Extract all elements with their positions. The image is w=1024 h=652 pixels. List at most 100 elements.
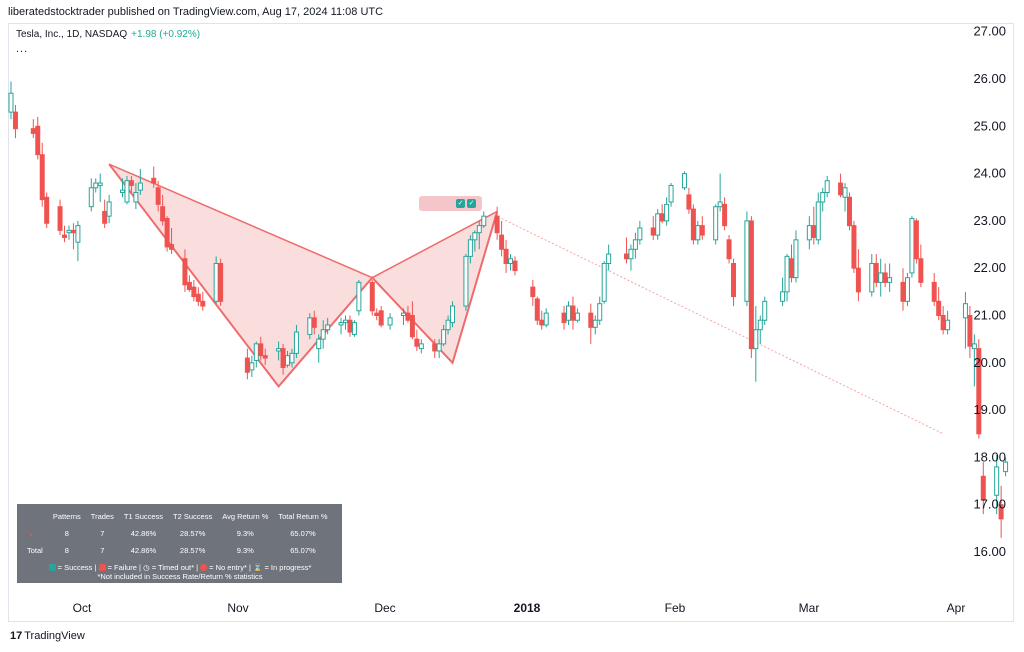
candle (744, 211, 750, 307)
candle-body (512, 260, 518, 272)
candle (481, 211, 487, 228)
candle (668, 183, 674, 207)
candle-body (539, 319, 545, 326)
candle-body (400, 312, 406, 317)
candle-body (668, 184, 674, 203)
candle-body (35, 125, 41, 156)
candle-body (601, 262, 607, 302)
candle-body (213, 262, 219, 302)
candle-body (186, 281, 192, 290)
stats-cell: 65.07% (290, 546, 316, 555)
candle-body (713, 206, 719, 241)
candle (601, 261, 607, 304)
candle (262, 348, 268, 366)
candle-body (744, 220, 750, 302)
candle (499, 220, 505, 257)
y-tick-label: 24.00 (973, 166, 1006, 181)
candle-body (574, 312, 580, 321)
candle (418, 339, 424, 354)
candle-body (967, 315, 973, 347)
candle-body (276, 348, 282, 352)
candle (820, 187, 826, 212)
candle (913, 218, 919, 264)
candle-body (106, 201, 112, 217)
candle-body (971, 343, 977, 350)
hourglass-icon: ⌛ (253, 563, 263, 572)
symbol-legend[interactable]: Tesla, Inc., 1D, NASDAQ +1.98 (+0.92%) (16, 29, 200, 40)
x-tick-label: Oct (73, 601, 92, 615)
candle-body (762, 300, 768, 321)
candle-body (824, 180, 830, 194)
brand-footer[interactable]: 17 TradingView (10, 630, 85, 642)
y-tick-label: 18.00 (973, 449, 1006, 464)
candle-body (191, 286, 197, 298)
candle (570, 296, 576, 330)
candle (904, 272, 910, 307)
candle (869, 254, 875, 297)
candle-body (289, 352, 295, 364)
candle (88, 178, 94, 212)
candle-body (244, 357, 250, 373)
stats-header: Patterns (52, 512, 81, 521)
candle (971, 334, 977, 387)
candle (289, 348, 295, 368)
legend-more-button[interactable]: ... (16, 43, 29, 55)
candle (784, 254, 790, 302)
candle (664, 197, 670, 226)
candle (976, 339, 982, 439)
candle-body (686, 194, 692, 210)
stats-corner (21, 509, 48, 526)
candle-body (878, 272, 884, 283)
candle (508, 254, 514, 271)
candle-body (311, 317, 317, 328)
candle (338, 317, 344, 335)
candle (566, 301, 571, 325)
candle-body (160, 206, 166, 222)
candle-body (695, 225, 701, 241)
candle (160, 194, 166, 226)
candle-body (164, 218, 170, 248)
candle-body (253, 343, 259, 361)
candle (806, 216, 812, 250)
stats-cell: 7 (100, 546, 105, 555)
candle (503, 239, 509, 273)
candle (169, 227, 175, 255)
candle-body (124, 180, 130, 203)
stats-cell: 9.3% (236, 529, 254, 538)
pattern-status-badge[interactable]: ✓ ✓ (419, 196, 482, 211)
legend-success: = Success | (57, 563, 97, 572)
candle-body (940, 315, 946, 331)
candle-body (731, 262, 737, 298)
candle-body (597, 303, 603, 321)
candle (66, 225, 72, 240)
stats-header: T2 Success (173, 512, 213, 521)
candles-layer (8, 81, 1009, 538)
candle-body (659, 213, 665, 222)
candle-body (873, 262, 879, 283)
candle (97, 173, 103, 202)
stats-row: ↘ 8 7 42.86% 28.57% 9.3% 65.07% (21, 526, 333, 543)
candle (659, 204, 665, 224)
candle-body (664, 203, 670, 222)
candle (748, 216, 754, 359)
stats-cell: 28.57% (179, 546, 206, 555)
candle-body (561, 312, 567, 324)
candle-body (374, 312, 380, 317)
harmonic-pattern-layer (108, 163, 499, 389)
x-tick-label: Nov (227, 601, 248, 615)
candle (253, 341, 259, 368)
candle (39, 142, 45, 207)
candle-body (320, 329, 326, 340)
candle-body (980, 475, 986, 501)
legend-no-entry: = No entry* | (209, 563, 251, 572)
candle (887, 263, 893, 292)
candle-body (976, 348, 982, 435)
candle-body (418, 343, 424, 350)
candle-body (378, 310, 384, 326)
candle (436, 339, 442, 359)
pattern-diagonal (371, 210, 498, 279)
candle-body (887, 277, 893, 283)
symbol-title: Tesla, Inc., 1D, NASDAQ (16, 29, 128, 40)
candle (30, 119, 36, 139)
